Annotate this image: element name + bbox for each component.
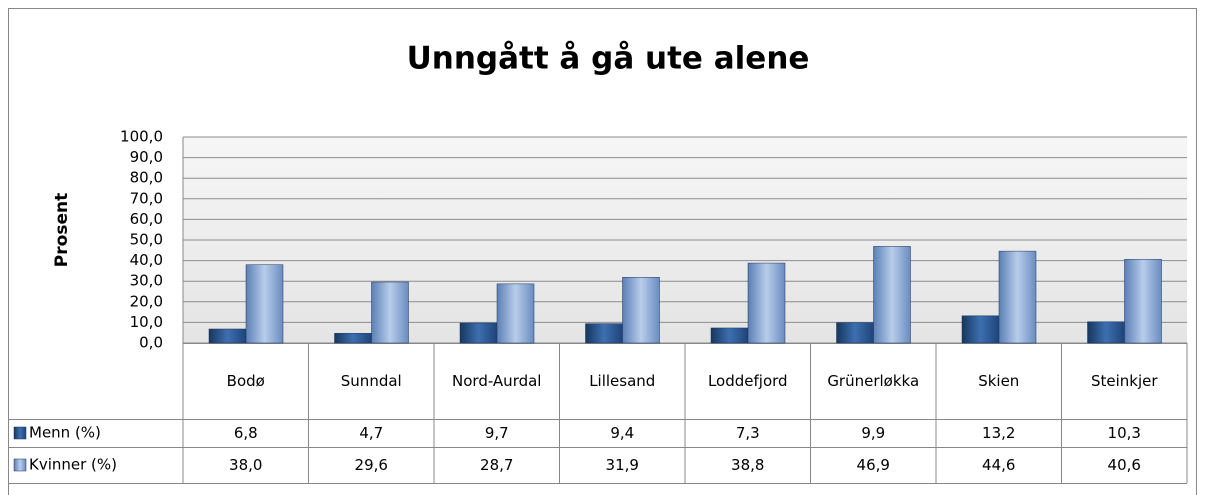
data-table-value: 46,9 xyxy=(856,456,890,474)
chart-border xyxy=(8,8,1197,495)
y-tick-label: 90,0 xyxy=(130,148,163,166)
x-tick-label: Skien xyxy=(978,372,1020,390)
data-table-value: 6,8 xyxy=(233,424,258,442)
data-table-value: 9,7 xyxy=(484,424,509,442)
bar xyxy=(334,333,372,344)
data-table-value: 31,9 xyxy=(605,456,639,474)
data-table-value: 7,3 xyxy=(735,424,760,442)
data-table-value: 9,4 xyxy=(610,424,635,442)
bar xyxy=(622,277,660,344)
bar xyxy=(585,323,623,344)
bar xyxy=(1124,259,1162,344)
data-table-value: 4,7 xyxy=(359,424,384,442)
bar xyxy=(459,322,498,344)
y-tick-label: 80,0 xyxy=(130,169,163,187)
legend-label: Kvinner (%) xyxy=(29,456,117,474)
y-tick-label: 60,0 xyxy=(130,210,163,228)
data-table-value: 9,9 xyxy=(861,424,886,442)
legend-swatch xyxy=(13,458,27,472)
y-axis-label: Prosent xyxy=(52,193,72,267)
x-tick-label: Steinkjer xyxy=(1090,372,1158,390)
bar xyxy=(747,262,786,344)
y-tick-label: 70,0 xyxy=(130,189,163,207)
x-tick-label: Nord-Aurdal xyxy=(452,372,542,390)
data-table-value: 44,6 xyxy=(982,456,1016,474)
legend-swatch xyxy=(13,426,27,440)
y-tick-label: 20,0 xyxy=(130,292,163,310)
data-table-value: 38,0 xyxy=(229,456,263,474)
x-tick-label: Sunndal xyxy=(340,372,402,390)
data-table-value: 13,2 xyxy=(982,424,1016,442)
y-tick-label: 10,0 xyxy=(130,313,163,331)
y-tick-label: 50,0 xyxy=(130,231,163,249)
bar xyxy=(371,281,409,344)
data-table-value: 40,6 xyxy=(1107,456,1141,474)
bar xyxy=(245,264,284,344)
y-tick-label: 40,0 xyxy=(130,251,163,269)
bar xyxy=(496,283,535,344)
bar xyxy=(710,327,749,344)
x-tick-label: Loddefjord xyxy=(707,372,788,390)
chart-title: Unngått å gå ute alene xyxy=(407,41,810,77)
x-tick-label: Lillesand xyxy=(589,372,656,390)
bar xyxy=(1087,321,1125,344)
bar xyxy=(998,250,1037,344)
data-table-value: 10,3 xyxy=(1107,424,1141,442)
x-tick-label: Bodø xyxy=(226,372,265,390)
x-tick-label: Grünerløkka xyxy=(827,372,920,390)
data-table-value: 29,6 xyxy=(354,456,388,474)
bar xyxy=(208,328,247,344)
y-tick-label: 100,0 xyxy=(120,128,163,146)
data-table-value: 28,7 xyxy=(480,456,514,474)
y-tick-label: 0,0 xyxy=(139,334,163,352)
data-table-value: 38,8 xyxy=(731,456,765,474)
legend-label: Menn (%) xyxy=(29,424,101,442)
bar xyxy=(961,315,1000,344)
y-tick-label: 30,0 xyxy=(130,272,163,290)
bar xyxy=(873,246,911,344)
bar xyxy=(836,322,874,344)
